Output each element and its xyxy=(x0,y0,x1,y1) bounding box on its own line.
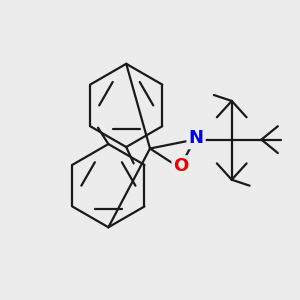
Text: N: N xyxy=(189,129,204,147)
Text: O: O xyxy=(174,157,189,175)
